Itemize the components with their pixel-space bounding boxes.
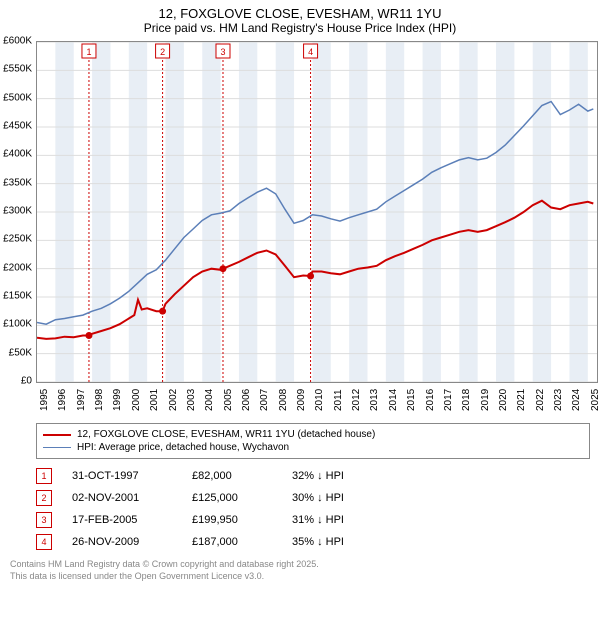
legend-swatch-hpi (43, 447, 71, 448)
x-tick-label: 2000 (131, 389, 142, 411)
x-tick-label: 2002 (168, 389, 179, 411)
transaction-price: £187,000 (192, 536, 272, 548)
transaction-date: 26-NOV-2009 (72, 536, 172, 548)
svg-text:3: 3 (220, 47, 225, 57)
x-tick-label: 2024 (571, 389, 582, 411)
x-tick-label: 2009 (296, 389, 307, 411)
x-tick-label: 2016 (425, 389, 436, 411)
transaction-price: £199,950 (192, 514, 272, 526)
svg-text:2: 2 (160, 47, 165, 57)
x-tick-label: 2003 (186, 389, 197, 411)
x-tick-label: 2005 (223, 389, 234, 411)
transaction-price: £82,000 (192, 470, 272, 482)
svg-text:1: 1 (86, 47, 91, 57)
x-tick-label: 2021 (516, 389, 527, 411)
title-block: 12, FOXGLOVE CLOSE, EVESHAM, WR11 1YU Pr… (0, 0, 600, 37)
y-tick-label: £350K (0, 177, 32, 188)
x-tick-label: 2012 (351, 389, 362, 411)
footer: Contains HM Land Registry data © Crown c… (10, 559, 590, 582)
y-tick-label: £550K (0, 64, 32, 75)
legend: 12, FOXGLOVE CLOSE, EVESHAM, WR11 1YU (d… (36, 423, 590, 459)
y-tick-label: £600K (0, 36, 32, 47)
transaction-row: 2 02-NOV-2001 £125,000 30% ↓ HPI (36, 487, 590, 509)
x-tick-label: 2023 (553, 389, 564, 411)
x-tick-label: 2014 (388, 389, 399, 411)
title-subtitle: Price paid vs. HM Land Registry's House … (10, 21, 590, 35)
x-tick-label: 2020 (498, 389, 509, 411)
transaction-pct: 30% ↓ HPI (292, 492, 382, 504)
transaction-marker: 1 (36, 468, 52, 484)
x-tick-label: 1998 (94, 389, 105, 411)
title-address: 12, FOXGLOVE CLOSE, EVESHAM, WR11 1YU (10, 6, 590, 21)
y-tick-label: £50K (0, 347, 32, 358)
transaction-date: 17-FEB-2005 (72, 514, 172, 526)
x-tick-label: 2011 (333, 389, 344, 411)
transaction-marker: 2 (36, 490, 52, 506)
legend-label-property: 12, FOXGLOVE CLOSE, EVESHAM, WR11 1YU (d… (77, 429, 375, 440)
transaction-pct: 31% ↓ HPI (292, 514, 382, 526)
x-tick-label: 2007 (259, 389, 270, 411)
y-tick-label: £0 (0, 376, 32, 387)
y-tick-label: £300K (0, 206, 32, 217)
y-tick-label: £200K (0, 262, 32, 273)
transaction-date: 02-NOV-2001 (72, 492, 172, 504)
x-tick-label: 1996 (57, 389, 68, 411)
legend-row-hpi: HPI: Average price, detached house, Wych… (43, 441, 583, 454)
chart-container: 12, FOXGLOVE CLOSE, EVESHAM, WR11 1YU Pr… (0, 0, 600, 582)
svg-text:4: 4 (308, 47, 313, 57)
legend-swatch-property (43, 434, 71, 436)
transaction-pct: 32% ↓ HPI (292, 470, 382, 482)
x-tick-label: 2022 (535, 389, 546, 411)
x-tick-label: 1999 (112, 389, 123, 411)
y-tick-label: £400K (0, 149, 32, 160)
x-tick-label: 2013 (369, 389, 380, 411)
y-tick-label: £450K (0, 121, 32, 132)
y-tick-label: £500K (0, 92, 32, 103)
x-tick-label: 2006 (241, 389, 252, 411)
x-tick-label: 2018 (461, 389, 472, 411)
x-tick-label: 1995 (39, 389, 50, 411)
plot-svg: 1 2 3 4 (36, 41, 598, 383)
y-tick-label: £100K (0, 319, 32, 330)
footer-line1: Contains HM Land Registry data © Crown c… (10, 559, 590, 571)
x-tick-label: 2025 (590, 389, 600, 411)
y-tick-label: £150K (0, 291, 32, 302)
y-tick-label: £250K (0, 234, 32, 245)
x-tick-label: 2008 (278, 389, 289, 411)
legend-label-hpi: HPI: Average price, detached house, Wych… (77, 442, 289, 453)
x-tick-label: 1997 (76, 389, 87, 411)
transaction-marker: 4 (36, 534, 52, 550)
x-axis-labels: 1995 1996 1997 1998 1999 2000 2001 2002 2003 2004… (36, 381, 596, 417)
chart-area: £0£50K£100K£150K£200K£250K£300K£350K£400… (36, 41, 596, 381)
x-tick-label: 2019 (480, 389, 491, 411)
x-tick-label: 2017 (443, 389, 454, 411)
transaction-marker: 3 (36, 512, 52, 528)
x-tick-label: 2010 (314, 389, 325, 411)
transaction-price: £125,000 (192, 492, 272, 504)
transaction-row: 3 17-FEB-2005 £199,950 31% ↓ HPI (36, 509, 590, 531)
x-tick-label: 2004 (204, 389, 215, 411)
x-tick-label: 2001 (149, 389, 160, 411)
transaction-date: 31-OCT-1997 (72, 470, 172, 482)
x-tick-label: 2015 (406, 389, 417, 411)
transaction-pct: 35% ↓ HPI (292, 536, 382, 548)
legend-row-property: 12, FOXGLOVE CLOSE, EVESHAM, WR11 1YU (d… (43, 428, 583, 441)
transaction-row: 4 26-NOV-2009 £187,000 35% ↓ HPI (36, 531, 590, 553)
footer-line2: This data is licensed under the Open Gov… (10, 571, 590, 583)
transaction-table: 1 31-OCT-1997 £82,000 32% ↓ HPI 2 02-NOV… (36, 465, 590, 553)
transaction-row: 1 31-OCT-1997 £82,000 32% ↓ HPI (36, 465, 590, 487)
